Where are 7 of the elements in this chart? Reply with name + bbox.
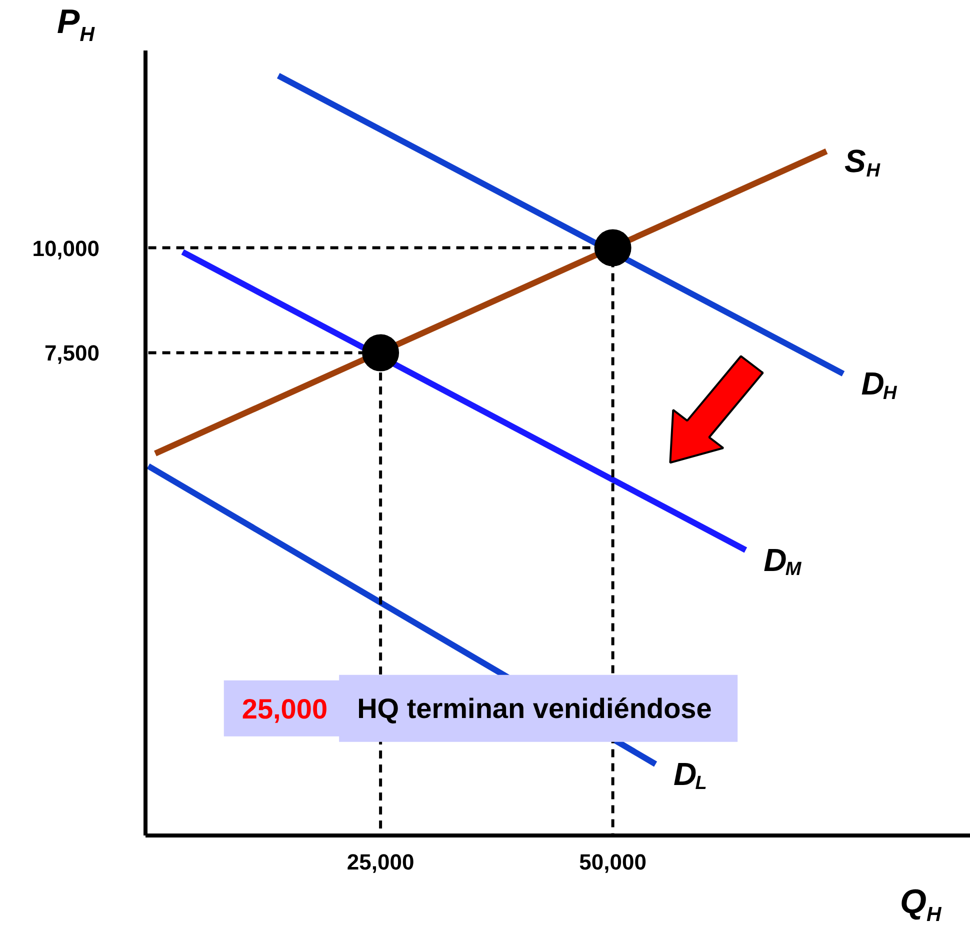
x-tick-label: 25,000 bbox=[346, 850, 414, 874]
x-axis-title: Q$_{H}$ bbox=[900, 883, 942, 926]
annotation: 25,000 HQ terminan venidiéndose bbox=[242, 692, 712, 724]
y-tick-label: 10,000 bbox=[32, 236, 100, 261]
y-tick-label: 7,500 bbox=[44, 340, 100, 366]
x-tick-label: 50,000 bbox=[579, 850, 646, 874]
y-axis-title: P$_{H}$ bbox=[57, 3, 94, 46]
